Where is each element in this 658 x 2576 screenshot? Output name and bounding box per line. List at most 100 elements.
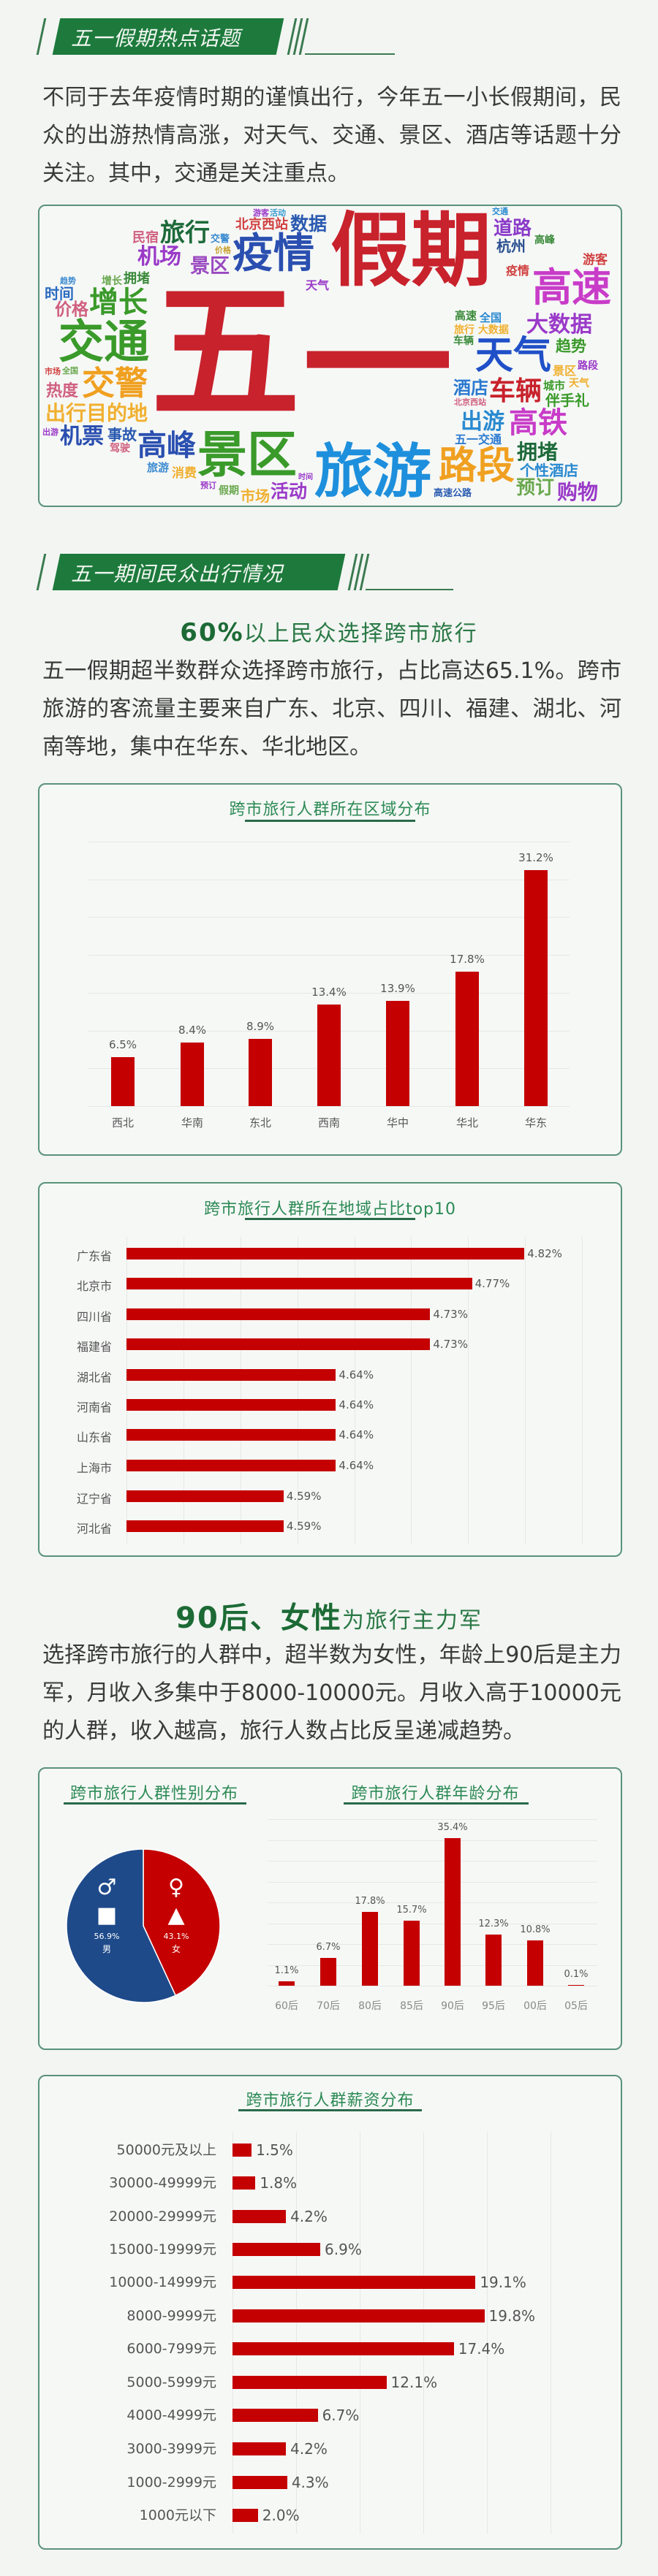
section-header-hot-topics: 五一假期热点话题: [36, 18, 398, 55]
bar-15000-19999元: [232, 2243, 321, 2256]
bar-辽宁省: [126, 1490, 284, 1502]
bar-西北: [111, 1056, 135, 1106]
bar-广东省: [126, 1248, 525, 1260]
word-cloud-term: 高速: [455, 309, 477, 322]
y-tick-label: 4000-4999元: [126, 2407, 216, 2423]
word-cloud-term: 拥堵: [517, 440, 559, 464]
bar-1000元以下: [232, 2509, 258, 2522]
word-cloud-term: 趋势: [556, 338, 586, 355]
section-title: 五一期间民众出行情况: [71, 562, 284, 586]
word-cloud-term: 预订: [516, 477, 555, 499]
word-cloud-term: 消费: [172, 466, 197, 481]
female-symbol-icon: ♀: [168, 1875, 184, 1900]
y-tick-label: 福建省: [76, 1340, 112, 1354]
word-cloud-term: 增长: [102, 275, 122, 287]
male-symbol-icon: ♂: [97, 1875, 117, 1900]
bar-30000-49999元: [232, 2176, 256, 2190]
bar-1000-2999元: [232, 2476, 287, 2489]
bar-北京市: [126, 1278, 472, 1289]
y-tick-label: 河南省: [76, 1401, 112, 1414]
cross-city-paragraph: 五一假期超半数群众选择跨市旅行，占比高达65.1%。跨市旅游的客流量主要来自广东…: [42, 658, 621, 760]
word-cloud-term: 景区: [190, 255, 230, 278]
gridline: [88, 955, 570, 956]
bar-3000-3999元: [232, 2442, 287, 2455]
word-cloud-term: 天气: [475, 334, 552, 378]
data-label: 17.8%: [355, 1895, 385, 1907]
data-label: 2.0%: [262, 2507, 300, 2524]
x-tick-label: 西北: [111, 1116, 134, 1129]
bar-湖北省: [126, 1369, 336, 1381]
word-cloud-term: 驾驶: [110, 443, 130, 454]
data-label: 31.2%: [518, 851, 553, 865]
subtitle-text: 以上民众选择跨市旅行: [243, 621, 478, 647]
word-cloud-term: 游客: [253, 208, 269, 218]
bar-河北省: [126, 1520, 284, 1532]
y-tick-label: 上海市: [76, 1461, 112, 1475]
word-cloud-term: 增长: [89, 286, 148, 319]
bar-4000-4999元: [232, 2409, 318, 2422]
data-label: 4.73%: [433, 1308, 468, 1321]
x-tick-label: 80后: [358, 2000, 382, 2012]
x-tick-label: 90后: [441, 2000, 464, 2012]
bar-山东省: [126, 1429, 336, 1441]
bar-河南省: [126, 1399, 336, 1411]
gridline: [268, 1902, 597, 1903]
y-tick-label: 15000-19999元: [109, 2241, 216, 2257]
gridline: [487, 2132, 488, 2534]
word-cloud-term: 旅游: [147, 461, 170, 474]
word-cloud-term: 伴手礼: [545, 392, 589, 409]
word-cloud-term: 路段: [578, 360, 598, 372]
data-label: 19.8%: [488, 2307, 536, 2325]
bar-20000-29999元: [232, 2210, 287, 2223]
word-cloud-term: 高速公路: [434, 488, 472, 499]
word-cloud-term: 旅行: [160, 218, 210, 248]
y-tick-label: 山东省: [76, 1430, 112, 1444]
data-label: 8.9%: [246, 1019, 275, 1033]
y-tick-label: 6000-7999元: [126, 2341, 216, 2357]
y-tick-label: 1000-2999元: [126, 2474, 216, 2491]
bar-四川省: [126, 1308, 431, 1320]
data-label: 8.4%: [178, 1024, 207, 1037]
dress-icon: ▲: [167, 1902, 185, 1928]
gridline: [582, 1237, 583, 1544]
word-cloud-term: 道路: [494, 218, 532, 240]
y-tick-label: 广东省: [76, 1249, 112, 1263]
data-label: 1.1%: [274, 1965, 299, 1976]
gridline: [525, 1237, 526, 1544]
word-cloud-term: 五一交通: [455, 432, 502, 446]
chart-title: 跨市旅行人群性别分布: [69, 1785, 238, 1803]
word-cloud-term: 预订: [200, 481, 216, 490]
bar-西南: [317, 1005, 341, 1106]
bar-60后: [279, 1981, 295, 1986]
word-cloud-term: 景区: [197, 427, 298, 484]
male-percent-label: 56.9%: [94, 1932, 120, 1941]
bar-8000-9999元: [232, 2309, 485, 2322]
age-gender-paragraph: 选择跨市旅行的人群中，超半数为女性，年龄上90后是主力军，月收入多集中于8000…: [42, 1642, 621, 1744]
subtitle-highlight: 60%: [180, 618, 244, 647]
data-label: 4.73%: [433, 1338, 468, 1351]
word-cloud-term: 全国: [480, 311, 502, 324]
data-label: 6.9%: [325, 2241, 362, 2258]
word-cloud-term: 价格: [215, 245, 231, 255]
data-label: 6.7%: [322, 2407, 360, 2424]
header-underline: [366, 589, 453, 590]
gender-pie-chart: [66, 1848, 221, 2003]
word-cloud-term: 高峰: [534, 235, 555, 246]
subtitle-highlight: 90后、女性: [175, 1601, 342, 1635]
word-cloud-card: [38, 205, 622, 507]
data-label: 12.3%: [478, 1918, 509, 1929]
data-label: 4.64%: [339, 1368, 374, 1382]
x-tick-label: 华南: [181, 1116, 203, 1129]
word-cloud-term: 假期: [219, 485, 239, 497]
word-cloud-term: 全国: [62, 366, 78, 376]
word-cloud-term: 事故: [107, 426, 137, 443]
word-cloud-term: 疫情: [506, 264, 530, 278]
data-label: 10.8%: [520, 1924, 551, 1936]
data-label: 6.7%: [316, 1941, 341, 1953]
bar-上海市: [126, 1460, 336, 1471]
gridline: [411, 1237, 412, 1544]
section-title: 五一假期热点话题: [71, 26, 241, 50]
female-percent-label: 43.1%: [163, 1932, 189, 1941]
y-tick-label: 5000-5999元: [126, 2374, 216, 2390]
x-tick-label: 60后: [275, 2000, 298, 2012]
